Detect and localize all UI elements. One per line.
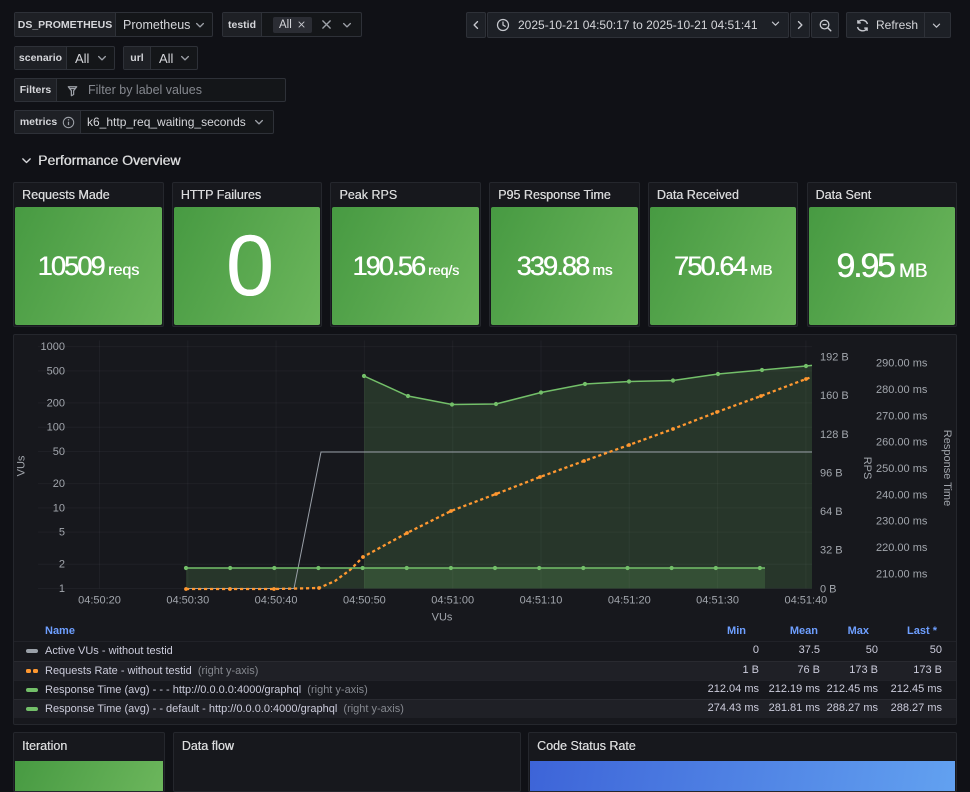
svg-text:Response Time: Response Time — [941, 430, 953, 506]
svg-text:0 B: 0 B — [820, 583, 837, 595]
svg-text:1: 1 — [59, 583, 65, 595]
svg-text:128 B: 128 B — [820, 429, 849, 441]
svg-text:VUs: VUs — [432, 612, 453, 624]
svg-text:04:51:30: 04:51:30 — [696, 595, 739, 607]
svg-text:5: 5 — [59, 527, 65, 539]
svg-text:32 B: 32 B — [820, 545, 843, 557]
svg-text:04:50:50: 04:50:50 — [343, 595, 386, 607]
svg-text:270.00 ms: 270.00 ms — [876, 410, 928, 422]
svg-text:04:50:40: 04:50:40 — [255, 595, 298, 607]
svg-text:240.00 ms: 240.00 ms — [876, 489, 928, 501]
svg-text:50: 50 — [53, 446, 65, 458]
svg-text:04:51:20: 04:51:20 — [608, 595, 651, 607]
svg-text:04:51:10: 04:51:10 — [520, 595, 563, 607]
svg-text:10: 10 — [53, 502, 65, 514]
svg-text:290.00 ms: 290.00 ms — [876, 358, 928, 370]
svg-text:160 B: 160 B — [820, 390, 849, 402]
svg-text:20: 20 — [53, 478, 65, 490]
svg-text:96 B: 96 B — [820, 467, 843, 479]
svg-text:230.00 ms: 230.00 ms — [876, 516, 928, 528]
svg-text:220.00 ms: 220.00 ms — [876, 542, 928, 554]
svg-text:260.00 ms: 260.00 ms — [876, 437, 928, 449]
svg-text:250.00 ms: 250.00 ms — [876, 463, 928, 475]
svg-text:RPS: RPS — [861, 457, 873, 480]
svg-text:100: 100 — [47, 422, 65, 434]
svg-text:210.00 ms: 210.00 ms — [876, 568, 928, 580]
svg-text:1000: 1000 — [41, 341, 65, 353]
svg-text:04:50:30: 04:50:30 — [166, 595, 209, 607]
svg-text:280.00 ms: 280.00 ms — [876, 384, 928, 396]
svg-text:VUs: VUs — [16, 455, 28, 476]
svg-text:500: 500 — [47, 365, 65, 377]
svg-text:04:51:40: 04:51:40 — [784, 595, 827, 607]
svg-text:64 B: 64 B — [820, 506, 843, 518]
svg-text:04:50:20: 04:50:20 — [78, 595, 121, 607]
svg-text:200: 200 — [47, 397, 65, 409]
svg-text:2: 2 — [59, 559, 65, 571]
svg-text:192 B: 192 B — [820, 352, 849, 364]
svg-text:04:51:00: 04:51:00 — [431, 595, 474, 607]
